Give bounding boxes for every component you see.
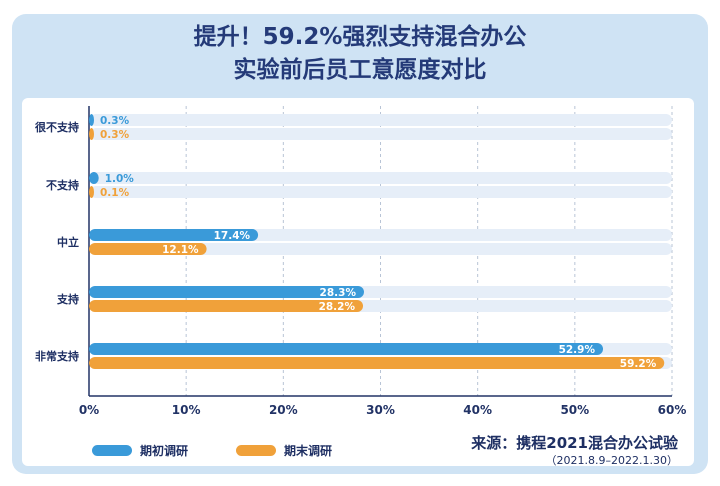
value-label: 28.3% (320, 287, 357, 299)
source-date: （2021.8.9–2022.1.30） (545, 454, 678, 467)
source-label: 来源：携程2021混合办公试验 (471, 434, 678, 452)
bar-final (89, 243, 207, 255)
bar-initial (89, 172, 99, 184)
bar-track (90, 128, 672, 140)
x-tick-label: 30% (366, 403, 395, 417)
legend-label: 期初调研 (140, 443, 188, 458)
bar-initial (89, 343, 604, 355)
bar-track (90, 114, 672, 126)
value-label: 0.3% (100, 129, 130, 141)
x-tick-label: 10% (172, 403, 201, 417)
x-tick-label: 50% (560, 403, 589, 417)
value-label: 12.1% (162, 244, 199, 256)
x-tick-label: 20% (269, 403, 298, 417)
value-label: 0.3% (100, 115, 130, 127)
bar-final (89, 357, 665, 369)
bar-final (89, 186, 94, 198)
bar-track (90, 186, 672, 198)
category-label: 支持 (56, 292, 79, 306)
value-label: 0.1% (100, 187, 130, 199)
chart-title-line1: 提升！59.2%强烈支持混合办公 (193, 24, 527, 50)
value-label: 59.2% (620, 358, 657, 370)
chart-title-line2: 实验前后员工意愿度对比 (233, 57, 487, 83)
legend-swatch-initial (92, 445, 132, 456)
x-tick-label: 0% (79, 403, 99, 417)
bar-final (89, 128, 94, 140)
value-label: 28.2% (319, 301, 356, 313)
bar-track (90, 172, 672, 184)
x-tick-label: 40% (463, 403, 492, 417)
category-label: 中立 (57, 235, 79, 249)
category-label: 很不支持 (34, 120, 79, 134)
bar-initial (89, 229, 259, 241)
value-label: 52.9% (559, 344, 596, 356)
category-label: 非常支持 (35, 349, 79, 363)
legend-swatch-final (236, 445, 276, 456)
bar-initial (89, 114, 94, 126)
value-label: 1.0% (105, 173, 135, 185)
bar-final (89, 300, 364, 312)
bar-track (90, 243, 672, 255)
chart-panel (22, 98, 694, 466)
legend-label: 期末调研 (284, 443, 332, 458)
category-label: 不支持 (46, 178, 79, 192)
bar-initial (89, 286, 364, 298)
x-tick-label: 60% (658, 403, 687, 417)
value-label: 17.4% (214, 230, 251, 242)
